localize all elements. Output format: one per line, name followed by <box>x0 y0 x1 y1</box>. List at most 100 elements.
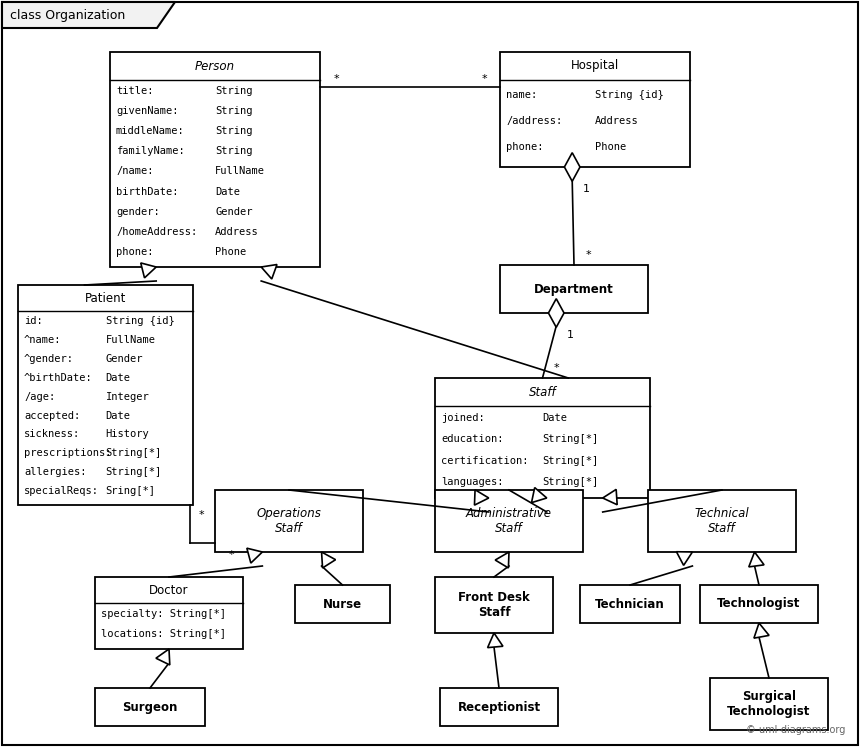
Text: Address: Address <box>215 227 259 237</box>
Text: String {id}: String {id} <box>595 90 664 99</box>
Text: *: * <box>554 363 559 373</box>
Text: id:: id: <box>24 317 43 326</box>
Polygon shape <box>603 489 617 505</box>
Text: education:: education: <box>441 434 503 444</box>
Bar <box>295 585 390 623</box>
Text: Person: Person <box>195 60 235 72</box>
Text: Date: Date <box>106 411 131 421</box>
Text: Front Desk
Staff: Front Desk Staff <box>458 591 530 619</box>
Text: Surgical
Technologist: Surgical Technologist <box>728 690 811 718</box>
Polygon shape <box>261 264 277 279</box>
Bar <box>710 678 828 730</box>
Bar <box>500 265 648 313</box>
Text: String: String <box>215 86 253 96</box>
Text: Receptionist: Receptionist <box>458 701 541 713</box>
Polygon shape <box>531 488 547 503</box>
Text: /name:: /name: <box>116 167 153 176</box>
Text: specialty: String[*]: specialty: String[*] <box>101 609 226 619</box>
Text: Sring[*]: Sring[*] <box>106 486 156 496</box>
Text: FullName: FullName <box>215 167 265 176</box>
Text: ^name:: ^name: <box>24 335 62 345</box>
Text: familyName:: familyName: <box>116 146 185 156</box>
Polygon shape <box>2 2 175 28</box>
Text: prescriptions:: prescriptions: <box>24 448 112 458</box>
Bar <box>700 585 818 623</box>
Text: gender:: gender: <box>116 207 160 217</box>
Text: Date: Date <box>215 187 240 196</box>
Text: specialReqs:: specialReqs: <box>24 486 99 496</box>
Bar <box>95 688 205 726</box>
Text: String[*]: String[*] <box>543 477 599 487</box>
Text: String {id}: String {id} <box>106 317 175 326</box>
Text: Date: Date <box>106 373 131 383</box>
Text: 1: 1 <box>583 184 590 194</box>
Text: certification:: certification: <box>441 456 529 465</box>
Bar <box>95 577 243 649</box>
Text: middleName:: middleName: <box>116 126 185 136</box>
Text: Surgeon: Surgeon <box>122 701 178 713</box>
Bar <box>435 577 553 633</box>
Polygon shape <box>495 552 509 568</box>
Polygon shape <box>141 263 157 278</box>
Text: Technician: Technician <box>595 598 665 610</box>
Bar <box>580 585 680 623</box>
Text: phone:: phone: <box>506 142 544 152</box>
Text: Patient: Patient <box>85 291 126 305</box>
Text: Technologist: Technologist <box>717 598 801 610</box>
Polygon shape <box>488 633 503 648</box>
Text: String: String <box>215 106 253 117</box>
Text: Integer: Integer <box>106 391 150 402</box>
Text: String[*]: String[*] <box>543 434 599 444</box>
Text: FullName: FullName <box>106 335 156 345</box>
Text: Operations
Staff: Operations Staff <box>256 507 322 535</box>
Polygon shape <box>749 552 764 567</box>
Bar <box>435 378 650 498</box>
Polygon shape <box>754 623 769 638</box>
Text: title:: title: <box>116 86 153 96</box>
Text: Staff: Staff <box>529 385 556 398</box>
Text: /address:: /address: <box>506 116 562 125</box>
Text: String[*]: String[*] <box>543 456 599 465</box>
Text: Department: Department <box>534 282 614 296</box>
Bar <box>648 490 796 552</box>
Text: phone:: phone: <box>116 247 153 257</box>
Text: Technical
Staff: Technical Staff <box>695 507 749 535</box>
Text: allergies:: allergies: <box>24 467 87 477</box>
Text: 1: 1 <box>567 330 574 340</box>
Text: Phone: Phone <box>215 247 246 257</box>
Text: givenName:: givenName: <box>116 106 179 117</box>
Text: class Organization: class Organization <box>10 8 126 22</box>
Polygon shape <box>677 552 692 565</box>
Text: birthDate:: birthDate: <box>116 187 179 196</box>
Text: locations: String[*]: locations: String[*] <box>101 629 226 639</box>
Bar <box>215 490 363 552</box>
Text: String[*]: String[*] <box>106 467 162 477</box>
Text: /age:: /age: <box>24 391 55 402</box>
Text: accepted:: accepted: <box>24 411 80 421</box>
Text: String: String <box>215 126 253 136</box>
Text: sickness:: sickness: <box>24 430 80 439</box>
Polygon shape <box>156 649 169 665</box>
Polygon shape <box>322 552 335 568</box>
Text: *: * <box>199 510 205 520</box>
Polygon shape <box>247 548 262 563</box>
Text: Date: Date <box>543 413 568 423</box>
Text: *: * <box>482 74 487 84</box>
Bar <box>18 285 193 505</box>
Text: History: History <box>106 430 150 439</box>
Text: Administrative
Staff: Administrative Staff <box>466 507 552 535</box>
Text: joined:: joined: <box>441 413 485 423</box>
Text: Gender: Gender <box>106 354 143 364</box>
Text: /homeAddress:: /homeAddress: <box>116 227 197 237</box>
Text: ^gender:: ^gender: <box>24 354 74 364</box>
Bar <box>500 52 690 167</box>
Polygon shape <box>564 152 580 182</box>
Text: String: String <box>215 146 253 156</box>
Text: languages:: languages: <box>441 477 503 487</box>
Text: Doctor: Doctor <box>150 583 188 597</box>
Text: String[*]: String[*] <box>106 448 162 458</box>
Text: name:: name: <box>506 90 538 99</box>
Text: Address: Address <box>595 116 639 125</box>
Bar <box>440 688 558 726</box>
Text: *: * <box>228 550 234 560</box>
